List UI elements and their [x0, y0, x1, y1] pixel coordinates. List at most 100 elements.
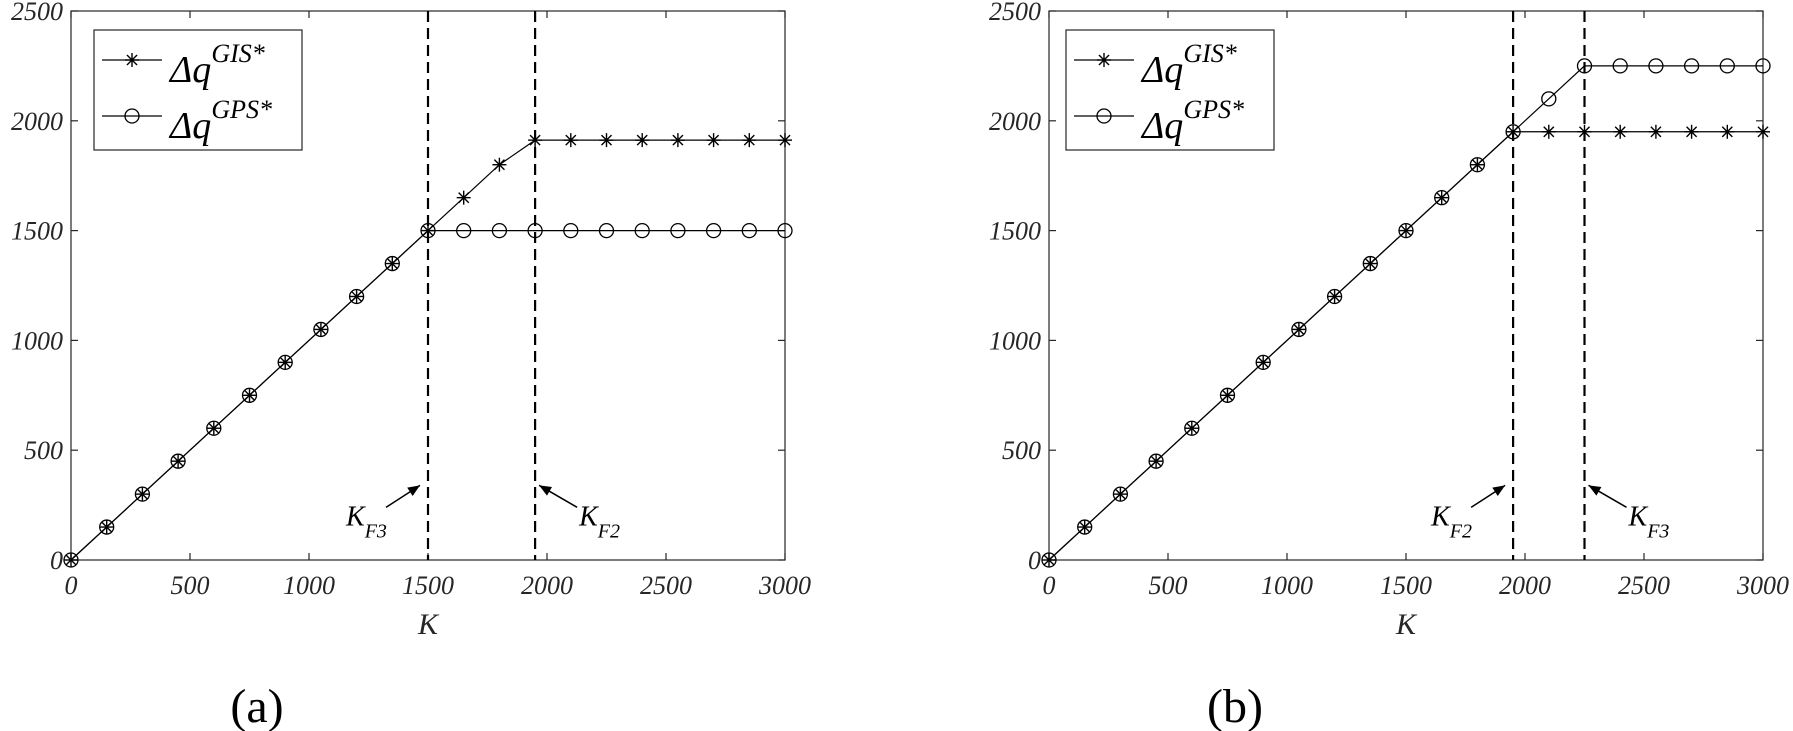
annotation-main: K — [1430, 501, 1451, 532]
data-point-gps — [1469, 157, 1486, 173]
legend-box — [93, 29, 303, 151]
x-tick-label: 2000 — [1499, 571, 1551, 600]
data-point-gis — [563, 133, 578, 148]
chart-panel-a: 0 500 1000 1500 2000 2500 3000 0 500 1000 1500 2000… — [11, 0, 811, 731]
data-point-gis — [1577, 124, 1592, 139]
legend-marker-gis — [1097, 53, 1111, 67]
x-tick-label: 2500 — [640, 571, 692, 600]
data-point-gps — [598, 222, 615, 239]
series-line-gps — [70, 230, 785, 561]
data-point-gps — [634, 222, 650, 239]
data-point-gis — [742, 133, 757, 148]
data-point-gps — [1148, 453, 1164, 469]
y-tick-label: 1000 — [989, 326, 1041, 355]
data-point-gis — [1720, 124, 1735, 139]
y-tick-label: 2500 — [989, 0, 1041, 26]
data-point-gps — [241, 387, 258, 403]
legend-marker-gps — [1096, 108, 1112, 124]
x-tick-label: 500 — [1149, 571, 1188, 600]
data-point-gps — [1041, 552, 1057, 568]
panel-label: (b) — [1207, 680, 1263, 731]
y-tick-label: 2000 — [11, 107, 63, 136]
legend-label-main: Δq — [168, 105, 211, 147]
data-point-gps — [170, 453, 186, 469]
data-point-gis — [599, 133, 614, 148]
y-tick-label: 1500 — [11, 217, 63, 246]
annotation-label: KF2 — [578, 501, 620, 542]
data-point-gps — [1541, 91, 1557, 107]
data-point-gps — [670, 222, 686, 239]
data-point-gps — [527, 222, 543, 239]
arrow-head — [1492, 485, 1506, 497]
data-point-gis — [528, 133, 543, 148]
arrow-head — [407, 485, 420, 497]
y-tick-label: 1500 — [989, 217, 1041, 246]
x-tick-label: 0 — [65, 571, 78, 600]
data-point-gis — [1541, 124, 1556, 139]
data-point-gps — [206, 420, 222, 436]
arrow-head — [1588, 485, 1602, 496]
x-tick-label: 1500 — [1380, 571, 1432, 600]
arrow-head — [539, 485, 552, 496]
y-tick-label: 0 — [50, 546, 63, 575]
data-point-gps — [277, 354, 293, 371]
data-point-gps — [1184, 420, 1200, 436]
data-point-gps — [741, 222, 757, 239]
data-point-gps — [348, 288, 365, 305]
data-point-gps — [384, 255, 400, 272]
data-point-gps — [1112, 486, 1129, 502]
annotation-label: KF3 — [1628, 501, 1670, 542]
x-tick-label: 3000 — [1736, 571, 1789, 600]
annotation-main: K — [345, 501, 366, 532]
data-point-gps — [456, 222, 472, 239]
data-point-gps — [1648, 58, 1664, 74]
y-tick-label: 2500 — [11, 0, 63, 26]
series-line-gps — [1048, 65, 1763, 561]
data-point-gis — [1684, 124, 1699, 139]
legend-label-sup: GIS* — [211, 39, 264, 68]
data-point-gps — [1434, 190, 1450, 206]
legend-label-main: Δq — [1140, 49, 1183, 91]
data-point-gps — [1612, 58, 1628, 74]
legend-marker-gis — [125, 53, 139, 67]
legend-label-gis: ΔqGIS* — [168, 39, 265, 91]
data-point-gps — [1255, 354, 1271, 371]
data-point-gps — [63, 552, 79, 568]
data-point-gis — [1648, 124, 1663, 139]
data-point-gis — [778, 133, 792, 148]
x-tick-label: 1000 — [1261, 571, 1313, 600]
legend: ΔqGIS*ΔqGPS* — [1065, 29, 1275, 151]
data-point-gps — [1291, 321, 1307, 338]
legend-box — [1065, 29, 1275, 151]
legend-label-sup: GPS* — [211, 95, 272, 124]
data-point-gps — [1755, 58, 1771, 74]
data-point-gps — [491, 222, 508, 239]
legend-label-sup: GIS* — [1183, 39, 1236, 68]
y-tick-label: 0 — [1028, 546, 1041, 575]
data-point-gps — [1398, 222, 1414, 239]
y-tick-label: 500 — [24, 436, 63, 465]
data-point-gps — [1683, 58, 1700, 74]
y-tick-label: 2000 — [989, 107, 1041, 136]
annotation-sub: F3 — [1646, 520, 1669, 542]
data-point-gps — [1505, 124, 1521, 140]
data-point-gis — [670, 133, 685, 148]
x-tick-label: 3000 — [758, 571, 811, 600]
data-point-gps — [1077, 519, 1093, 535]
data-point-gps — [777, 222, 793, 239]
legend-label-gps: ΔqGPS* — [1140, 95, 1244, 147]
data-point-gps — [134, 486, 151, 502]
data-point-gps — [705, 222, 722, 239]
annotation-sub: F3 — [364, 520, 387, 542]
data-point-gps — [420, 222, 436, 239]
x-tick-label: 500 — [171, 571, 210, 600]
annotation-label: KF3 — [345, 501, 387, 542]
data-point-gps — [99, 519, 115, 535]
x-tick-label: 1500 — [402, 571, 454, 600]
y-tick-label: 1000 — [11, 326, 63, 355]
legend-label-gis: ΔqGIS* — [1140, 39, 1237, 91]
annotation-label: KF2 — [1430, 501, 1472, 542]
chart-panel-b: 0 500 1000 1500 2000 2500 3000 0 500 1000 1500 2000… — [989, 0, 1789, 731]
data-point-gps — [1219, 387, 1236, 403]
